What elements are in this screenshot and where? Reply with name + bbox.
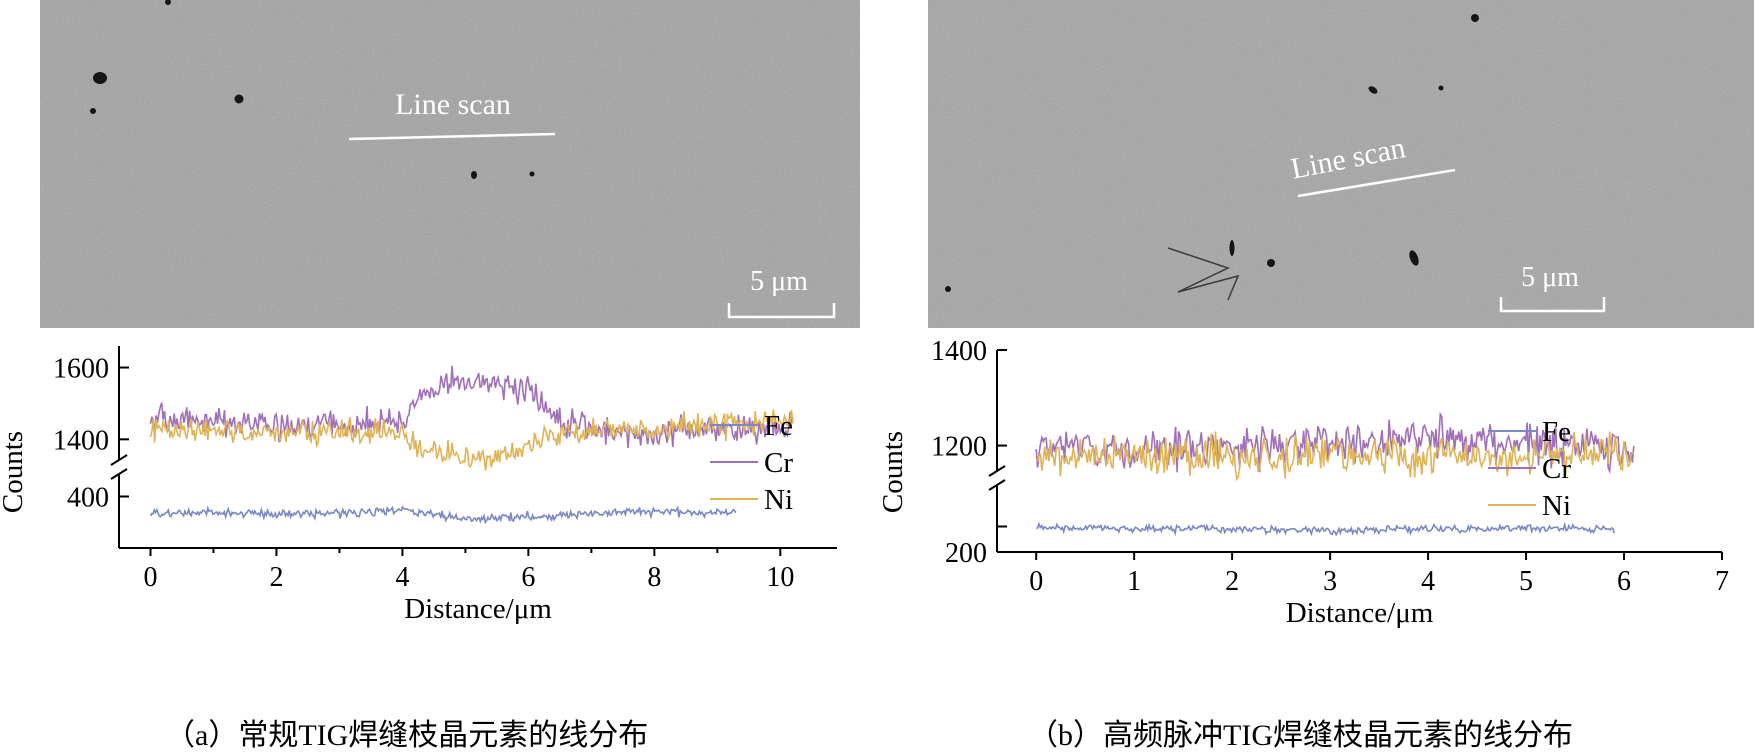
x-tick-label: 8	[647, 562, 661, 593]
series-line-cr	[149, 365, 794, 448]
scan-label-a: Line scan	[395, 88, 511, 121]
pore	[1368, 86, 1378, 94]
legend-label-ni: Ni	[1542, 490, 1571, 522]
sem-noise	[928, 0, 1754, 328]
x-tick-label: 0	[143, 562, 157, 593]
y-tick-label: 200	[945, 538, 987, 569]
scale-label-a: 5 μm	[750, 266, 808, 297]
x-axis-title: Distance/μm	[1286, 597, 1434, 629]
axis-break-mark	[110, 468, 128, 480]
pore	[529, 171, 535, 177]
pore	[165, 0, 171, 5]
caption-b: （b）高频脉冲TIG焊缝枝晶元素的线分布	[1028, 719, 1573, 752]
pore	[1438, 85, 1444, 91]
x-tick-label: 0	[1029, 566, 1043, 597]
y-tick-label: 1400	[53, 425, 109, 456]
y-axis-title: Counts	[0, 431, 29, 513]
x-tick-label: 4	[1421, 566, 1435, 597]
pore	[90, 108, 96, 114]
pore	[471, 171, 477, 179]
scale-bar-a	[727, 303, 836, 319]
scan-line-b	[1297, 168, 1456, 198]
x-tick-label: 6	[1617, 566, 1631, 597]
sem-noise	[40, 0, 860, 328]
legend-label-ni: Ni	[764, 484, 793, 516]
y-tick-label: 400	[67, 483, 109, 514]
series-line-fe	[149, 505, 737, 525]
axis-break-mark	[110, 454, 128, 466]
legend-label-cr: Cr	[1542, 453, 1571, 485]
caption-a: （a）常规TIG焊缝枝晶元素的线分布	[165, 719, 649, 752]
x-tick-label: 4	[395, 562, 409, 593]
sem-pores	[90, 0, 535, 179]
series-line-ni	[149, 409, 794, 471]
pore	[234, 94, 244, 104]
scale-bar-b	[1499, 297, 1606, 313]
sem-micrograph-b: Line scan 5 μm	[928, 0, 1754, 328]
axis-break-mark	[988, 465, 1006, 477]
legend-label-fe: Fe	[1542, 416, 1571, 448]
legend-label-cr: Cr	[764, 447, 793, 479]
x-tick-label: 6	[521, 562, 535, 593]
axis-break-mark	[988, 479, 1006, 491]
legend-label-fe: Fe	[764, 410, 793, 442]
pore	[1471, 14, 1479, 22]
x-tick-label: 7	[1715, 566, 1729, 597]
line-scan-chart-b: 0 1 2 3 4 5 6 7 1200 1400 200 Distance/μm Counts Fe Cr…	[877, 336, 1756, 696]
line-scan-chart-a: 0 2 4 6 8 10 1400 1600 400 Distance/μm Counts Fe Cr N…	[0, 336, 880, 696]
x-tick-label: 2	[1225, 566, 1239, 597]
x-axis-title: Distance/μm	[404, 593, 552, 625]
sem-micrograph-a: Line scan 5 μm	[40, 0, 860, 328]
x-tick-label: 1	[1127, 566, 1141, 597]
x-tick-label: 3	[1323, 566, 1337, 597]
scale-label-b: 5 μm	[1521, 262, 1579, 293]
y-axis-title: Counts	[880, 431, 909, 513]
pore	[1409, 250, 1419, 266]
x-tick-label: 2	[269, 562, 283, 593]
pore	[945, 286, 951, 292]
y-tick-label: 1400	[931, 336, 987, 367]
series-line-ni	[1035, 431, 1634, 482]
series-line-fe	[1036, 521, 1615, 537]
x-tick-label: 5	[1519, 566, 1533, 597]
pore	[1267, 259, 1275, 267]
scan-line-a	[348, 132, 556, 141]
dendrite-streak	[1167, 247, 1240, 301]
pore	[1229, 240, 1235, 256]
y-tick-label: 1600	[53, 354, 109, 385]
sem-pores	[945, 14, 1479, 301]
pore	[93, 72, 107, 84]
x-tick-label: 10	[766, 562, 794, 593]
y-tick-label: 1200	[931, 432, 987, 463]
